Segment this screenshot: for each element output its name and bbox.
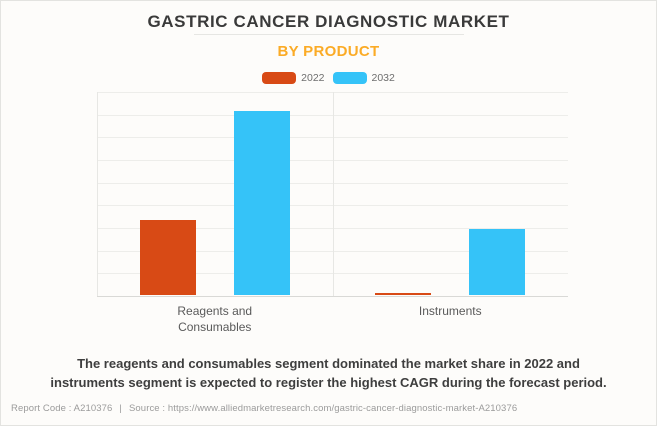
legend-item-2022[interactable]: 2022 xyxy=(262,72,325,84)
y-axis-line xyxy=(97,92,98,296)
report-code: Report Code : A210376 xyxy=(11,403,113,414)
legend: 2022 2032 xyxy=(1,71,656,85)
report-source-line: Report Code : A210376 | Source : https://w… xyxy=(11,403,517,414)
x-axis-line xyxy=(97,296,568,297)
chart-subtitle: BY PRODUCT xyxy=(277,43,380,60)
title-divider xyxy=(194,34,464,35)
chart-title: GASTRIC CANCER DIAGNOSTIC MARKET xyxy=(147,12,510,31)
source-url: Source : https://www.alliedmarketresearc… xyxy=(128,403,518,414)
bar-2032-instruments[interactable] xyxy=(469,229,526,295)
legend-label-2032: 2032 xyxy=(371,72,395,84)
summary-line-1: The reagents and consumables segment dom… xyxy=(77,356,580,371)
summary-text: The reagents and consumables segment dom… xyxy=(9,354,648,392)
plot-area: Reagents and Consumables Instruments xyxy=(97,92,568,334)
bar-2032-reagents-and-consumables[interactable] xyxy=(233,111,290,295)
x-gridline xyxy=(332,92,334,296)
x-axis-label-reagents-and-consumables: Reagents and Consumables xyxy=(177,304,253,334)
legend-item-2032[interactable]: 2032 xyxy=(332,72,395,84)
legend-label-2022: 2022 xyxy=(301,72,325,84)
separator: | xyxy=(119,403,122,414)
summary-line-2: instruments segment is expected to regis… xyxy=(50,375,607,390)
bar-2022-reagents-and-consumables[interactable] xyxy=(139,220,196,295)
bar-2022-instruments[interactable] xyxy=(375,292,432,295)
x-axis-label-instruments: Instruments xyxy=(418,304,482,318)
legend-swatch-2022-icon xyxy=(262,72,297,84)
legend-swatch-2032-icon xyxy=(332,72,367,84)
